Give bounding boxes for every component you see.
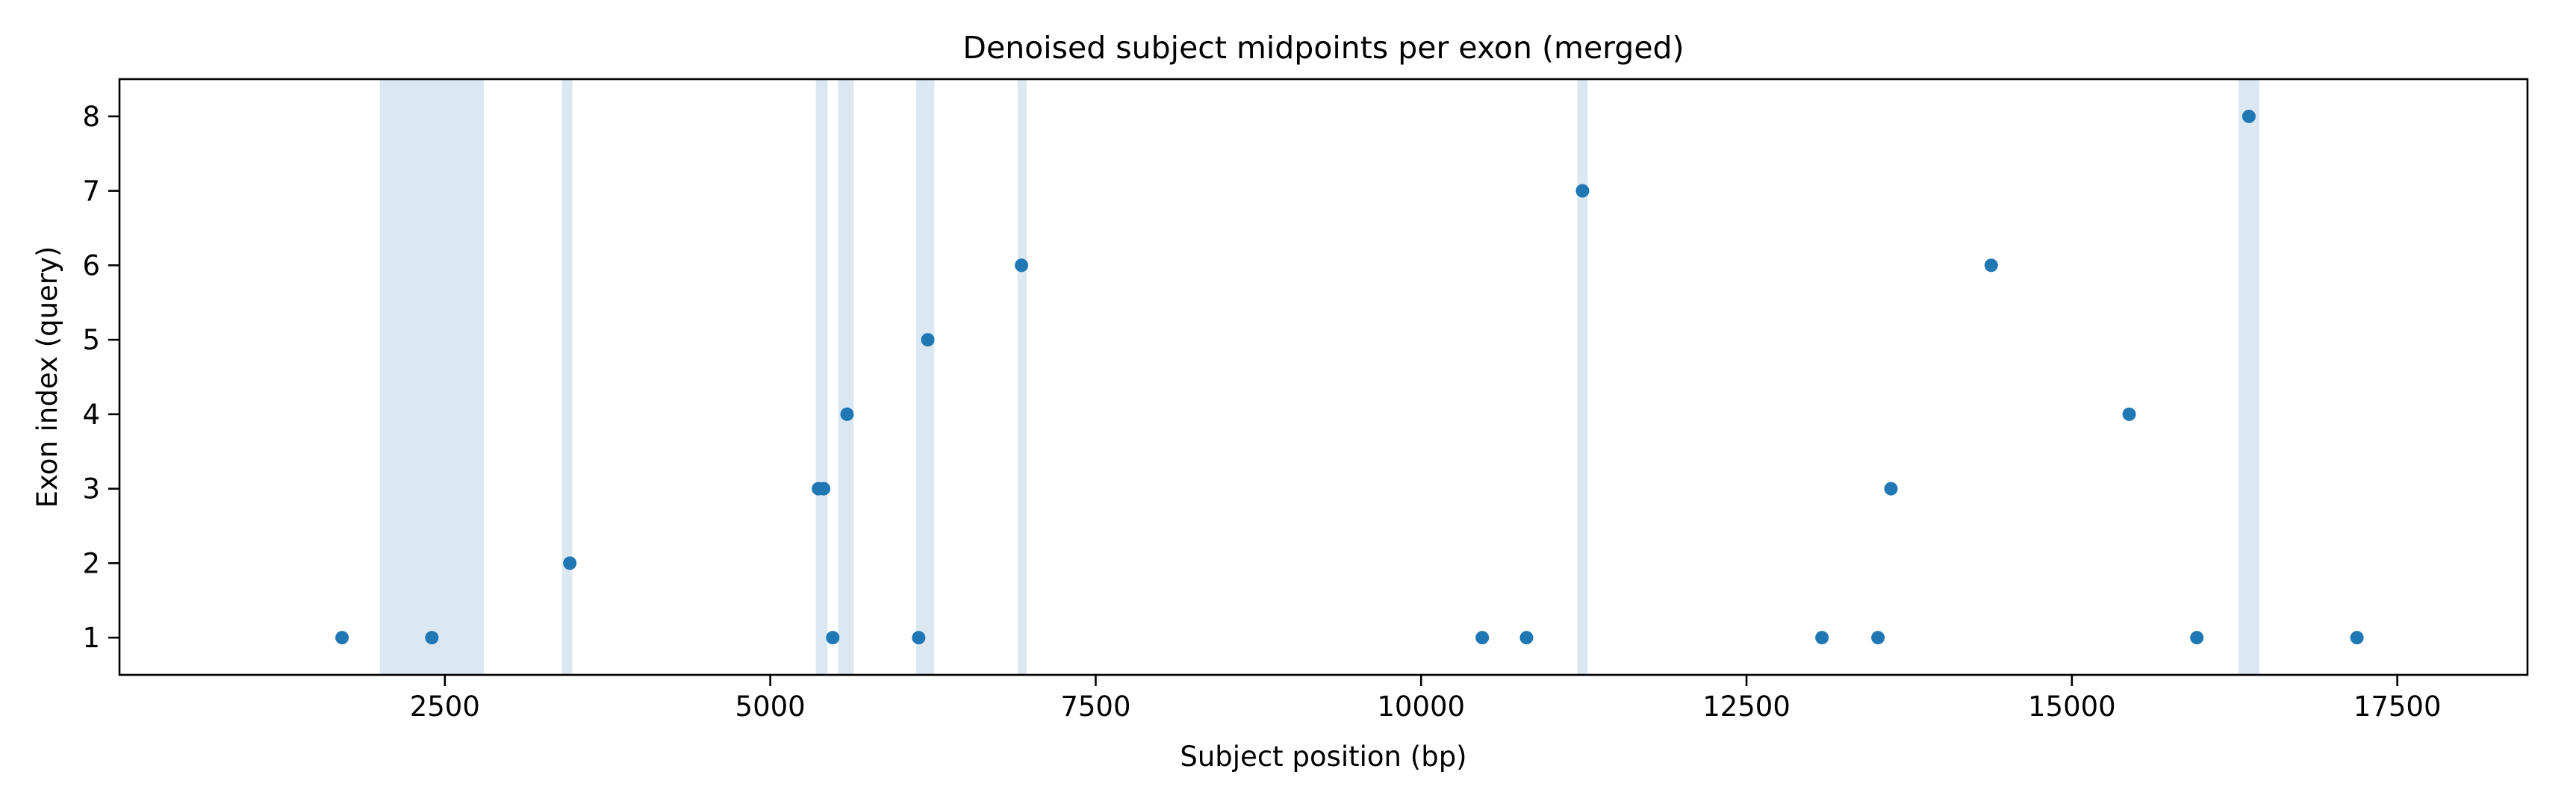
x-tick-label: 10000: [1377, 691, 1465, 723]
data-point: [2122, 407, 2136, 421]
data-points: [335, 109, 2364, 645]
shaded-region: [815, 79, 828, 675]
y-tick-label: 7: [82, 175, 100, 208]
axis-ticks: 2500 5000 7500 10000 12500 15000 17500 1 2 3 4 5 6 7 8: [82, 101, 2441, 723]
data-point: [1884, 482, 1898, 496]
x-tick-label: 5000: [735, 691, 806, 723]
chart-title: Denoised subject midpoints per exon (mer…: [962, 30, 1684, 66]
data-point: [1519, 631, 1534, 645]
y-tick-label: 6: [82, 249, 100, 281]
y-tick-label: 1: [82, 622, 100, 654]
x-tick-label: 7500: [1060, 691, 1130, 723]
shaded-region: [915, 79, 935, 675]
data-point: [1475, 631, 1490, 645]
x-tick-label: 12500: [1702, 691, 1791, 723]
plot-frame: [118, 78, 2529, 676]
shaded-regions: [379, 79, 2259, 675]
y-tick-label: 5: [82, 324, 100, 356]
data-point: [563, 556, 577, 570]
data-point: [1575, 184, 1590, 198]
data-point: [2190, 631, 2204, 645]
data-point: [2241, 109, 2256, 123]
data-point: [1984, 258, 1998, 272]
shaded-region: [1017, 79, 1027, 675]
data-point: [840, 407, 854, 421]
data-point: [1015, 258, 1029, 272]
y-tick-label: 8: [82, 101, 100, 133]
x-tick-label: 15000: [2028, 691, 2116, 723]
data-point: [2350, 631, 2364, 645]
x-tick-label: 17500: [2353, 691, 2442, 723]
data-point: [826, 631, 840, 645]
x-axis-label: Subject position (bp): [1180, 741, 1466, 773]
data-point: [1871, 631, 1885, 645]
data-point: [1815, 631, 1829, 645]
shaded-region: [2239, 79, 2259, 675]
data-point: [921, 333, 935, 347]
x-tick-label: 2500: [410, 691, 480, 723]
data-point: [335, 631, 349, 645]
data-point: [912, 631, 926, 645]
shaded-region: [379, 79, 485, 675]
y-tick-label: 2: [82, 547, 100, 579]
y-axis-label: Exon index (query): [31, 246, 63, 508]
y-tick-label: 4: [82, 399, 100, 431]
shaded-region: [561, 79, 573, 675]
data-point: [817, 482, 831, 496]
y-tick-label: 3: [82, 473, 100, 505]
data-point: [425, 631, 439, 645]
shaded-region: [1577, 79, 1588, 675]
shaded-region: [838, 79, 854, 675]
